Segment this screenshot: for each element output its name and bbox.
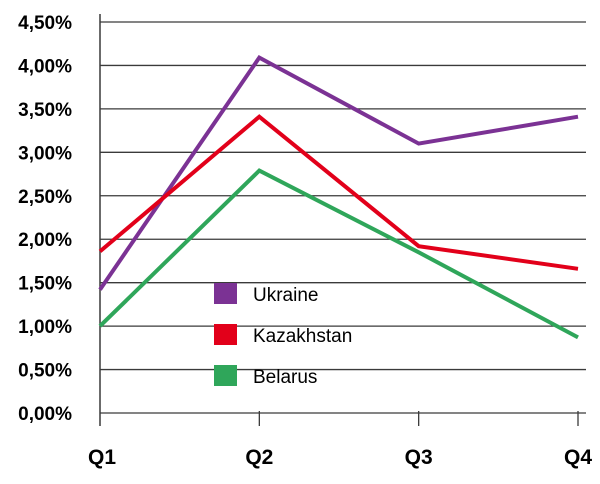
x-tick-label: Q3 [405,446,433,469]
axes [99,14,579,426]
series-lines [98,54,579,340]
legend-label-belarus: Belarus [253,367,317,388]
y-tick-label: 3,50% [18,100,72,121]
gridlines [100,21,586,414]
y-tick-label: 2,50% [18,187,72,208]
y-tick-label: 0,50% [18,361,72,382]
x-tick-label: Q2 [245,446,273,469]
x-tick-label: Q4 [564,446,592,469]
series-line-ukraine [98,54,579,291]
x-tick-label: Q1 [88,446,116,469]
y-tick-label: 3,00% [18,143,72,164]
legend: Ukraine Kazakhstan Belarus [214,283,352,388]
legend-label-kazakhstan: Kazakhstan [253,326,352,347]
legend-label-ukraine: Ukraine [253,285,318,306]
x-tick-labels: Q1 Q2 Q3 Q4 [88,446,592,469]
legend-swatch-ukraine [214,283,237,304]
y-tick-label: 1,00% [18,317,72,338]
legend-swatch-belarus [214,365,237,386]
series-line-belarus [98,168,579,340]
y-tick-label: 4,50% [18,13,72,34]
y-tick-labels: 0,00% 0,50% 1,00% 1,50% 2,00% 2,50% 3,00% 3,50%… [18,13,72,425]
y-tick-label: 2,00% [18,230,72,251]
series-line-kazakhstan [98,114,579,271]
legend-swatch-kazakhstan [214,324,237,345]
y-tick-label: 4,00% [18,56,72,77]
y-tick-label: 1,50% [18,274,72,295]
y-tick-label: 0,00% [18,404,72,425]
